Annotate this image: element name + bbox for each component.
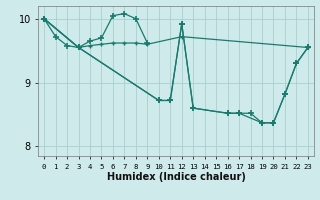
X-axis label: Humidex (Indice chaleur): Humidex (Indice chaleur): [107, 172, 245, 182]
